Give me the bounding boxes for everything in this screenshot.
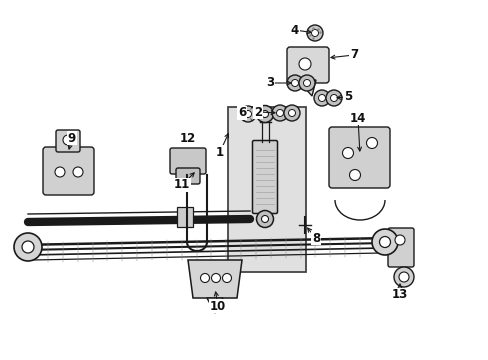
Text: 11: 11 bbox=[174, 179, 190, 192]
Text: 4: 4 bbox=[290, 23, 299, 36]
Circle shape bbox=[366, 138, 377, 148]
Circle shape bbox=[271, 105, 287, 121]
Circle shape bbox=[256, 211, 273, 228]
Bar bbox=[177, 207, 193, 227]
Text: 8: 8 bbox=[311, 231, 320, 244]
Text: 14: 14 bbox=[349, 112, 366, 125]
Circle shape bbox=[298, 75, 314, 91]
Circle shape bbox=[379, 237, 390, 248]
Text: 3: 3 bbox=[265, 77, 273, 90]
Circle shape bbox=[394, 235, 404, 245]
Circle shape bbox=[284, 105, 299, 121]
Circle shape bbox=[349, 170, 360, 180]
Text: 5: 5 bbox=[343, 90, 351, 104]
Circle shape bbox=[55, 167, 65, 177]
Circle shape bbox=[311, 30, 318, 36]
Circle shape bbox=[288, 109, 295, 117]
Circle shape bbox=[14, 233, 42, 261]
Text: 2: 2 bbox=[253, 105, 262, 118]
FancyBboxPatch shape bbox=[252, 140, 277, 213]
Circle shape bbox=[256, 105, 273, 122]
Text: 1: 1 bbox=[216, 145, 224, 158]
Circle shape bbox=[306, 25, 323, 41]
Circle shape bbox=[22, 241, 34, 253]
FancyBboxPatch shape bbox=[43, 147, 94, 195]
Circle shape bbox=[318, 94, 325, 102]
FancyBboxPatch shape bbox=[56, 130, 80, 152]
Circle shape bbox=[291, 80, 298, 86]
Text: 7: 7 bbox=[349, 49, 357, 62]
Circle shape bbox=[240, 106, 256, 122]
Circle shape bbox=[298, 58, 310, 70]
Circle shape bbox=[303, 80, 310, 86]
Circle shape bbox=[222, 274, 231, 283]
Circle shape bbox=[342, 148, 353, 158]
Circle shape bbox=[244, 111, 251, 117]
Circle shape bbox=[286, 75, 303, 91]
Circle shape bbox=[261, 216, 268, 222]
Polygon shape bbox=[297, 80, 315, 96]
FancyBboxPatch shape bbox=[170, 148, 205, 174]
Text: 10: 10 bbox=[209, 300, 225, 312]
FancyBboxPatch shape bbox=[328, 127, 389, 188]
FancyBboxPatch shape bbox=[286, 47, 328, 83]
Circle shape bbox=[261, 111, 268, 117]
Circle shape bbox=[330, 94, 337, 102]
Polygon shape bbox=[187, 260, 242, 298]
Circle shape bbox=[200, 274, 209, 283]
FancyBboxPatch shape bbox=[387, 228, 413, 267]
FancyBboxPatch shape bbox=[176, 168, 200, 184]
Polygon shape bbox=[206, 298, 223, 313]
Circle shape bbox=[276, 109, 283, 117]
Circle shape bbox=[313, 90, 329, 106]
Circle shape bbox=[211, 274, 220, 283]
Circle shape bbox=[371, 229, 397, 255]
Circle shape bbox=[63, 135, 73, 145]
Text: 9: 9 bbox=[68, 131, 76, 144]
Circle shape bbox=[393, 267, 413, 287]
Circle shape bbox=[73, 167, 83, 177]
Text: 13: 13 bbox=[391, 288, 407, 302]
Text: 12: 12 bbox=[180, 131, 196, 144]
Circle shape bbox=[398, 272, 408, 282]
Circle shape bbox=[325, 90, 341, 106]
Bar bbox=[227, 107, 305, 272]
Text: 6: 6 bbox=[237, 107, 245, 120]
